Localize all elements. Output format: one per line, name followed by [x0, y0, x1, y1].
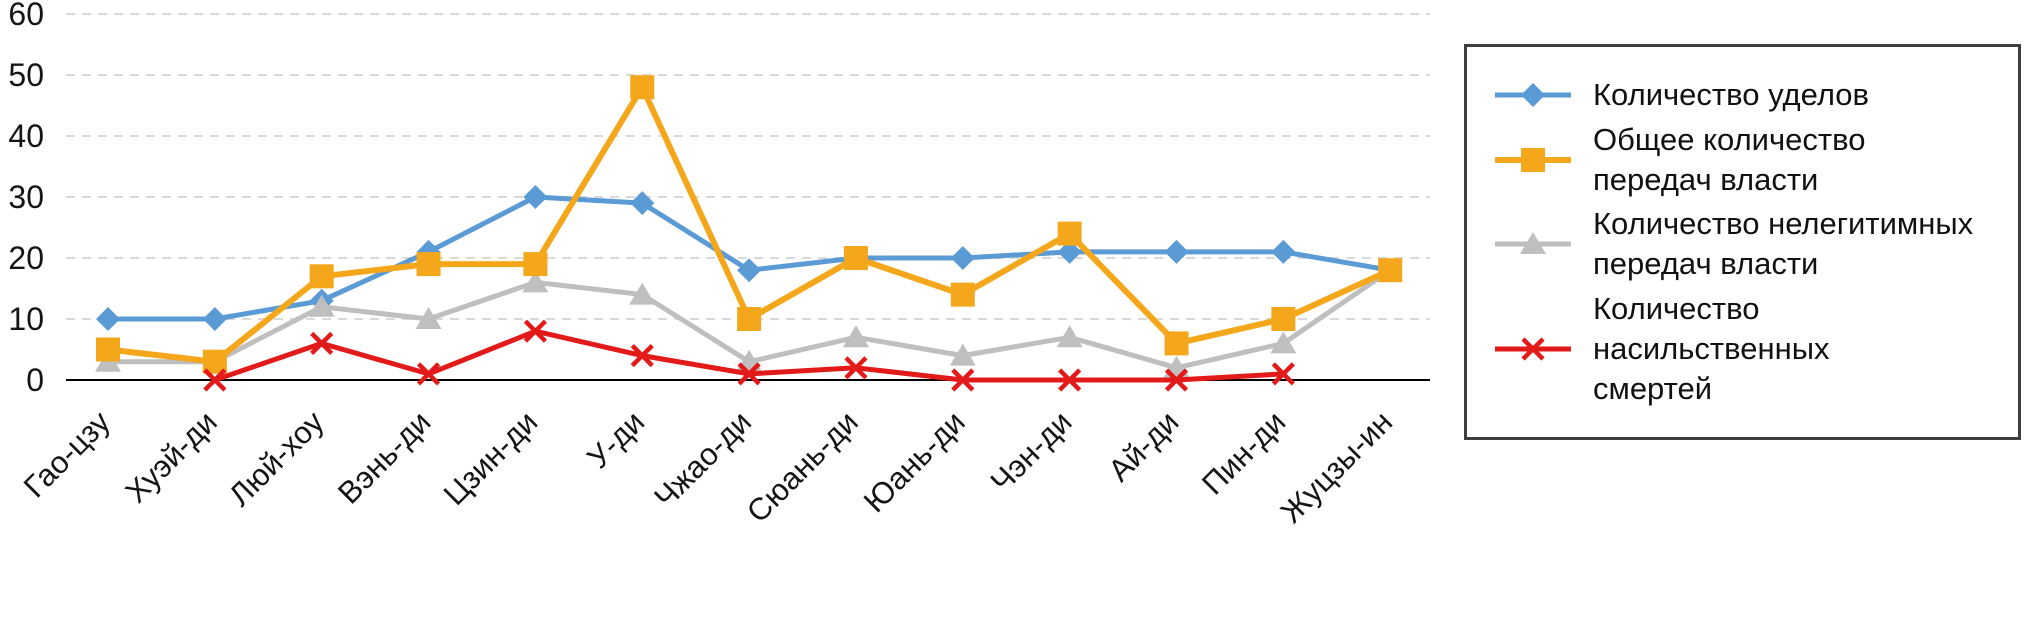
x-tick-label: Чэн-ди	[984, 404, 1079, 499]
diamond-marker-icon	[96, 307, 120, 331]
x-tick-label: Юань-ди	[857, 404, 972, 519]
legend-item: Количество уделов	[1491, 75, 1994, 115]
square-marker-icon	[1378, 258, 1403, 283]
square-marker-icon	[1271, 307, 1296, 331]
triangle-marker-icon	[415, 307, 442, 329]
diamond-marker-icon	[202, 307, 227, 331]
x-tick-label: Вэнь-ди	[331, 404, 437, 510]
square-marker-icon	[416, 252, 441, 277]
triangle-marker-icon	[1056, 325, 1083, 348]
legend-label: Количество насильственных смертей	[1593, 290, 1830, 406]
y-tick-label: 0	[26, 362, 44, 398]
diamond-legend-marker-icon	[1495, 83, 1571, 107]
diamond-marker-icon	[630, 191, 655, 216]
y-tick-label: 10	[8, 301, 44, 337]
series-line-diamond	[105, 194, 1393, 322]
x-marker-icon	[737, 362, 761, 386]
triangle-marker-icon	[949, 343, 976, 366]
x-tick-label: Жуцзы-ин	[1274, 404, 1399, 529]
x-marker-icon	[1521, 337, 1545, 361]
diamond-marker-icon	[1164, 239, 1189, 264]
square-marker-icon	[950, 282, 975, 307]
triangle-marker-icon	[1520, 232, 1546, 255]
x-tick-label: Пин-ди	[1195, 404, 1292, 501]
square-marker-icon	[96, 337, 120, 362]
x-tick-label: Чжао-ди	[647, 404, 758, 515]
diamond-marker-icon	[737, 258, 762, 283]
legend-label: Количество уделов	[1593, 77, 1870, 112]
triangle-marker-icon	[629, 282, 656, 305]
x-marker-icon	[1271, 362, 1295, 386]
triangle-marker-icon	[522, 270, 549, 293]
square-marker-icon	[1057, 221, 1082, 246]
y-tick-label: 30	[8, 179, 44, 215]
x-marker-icon	[523, 319, 547, 343]
triangle-marker-icon	[842, 325, 869, 348]
square-marker-icon	[1164, 331, 1189, 356]
x-tick-label: Хуэй-ди	[118, 404, 223, 509]
x-tick-label: Гао-цзу	[17, 404, 117, 504]
diamond-marker-icon	[950, 246, 975, 270]
legend-label: Количество нелегитимных передач власти	[1593, 206, 1974, 282]
chart-legend: Количество уделов Общее количество переда…	[1464, 44, 2021, 440]
legend-label: Общее количество передач власти	[1593, 121, 1866, 197]
diamond-marker-icon	[1271, 239, 1296, 264]
x-marker-icon	[1164, 368, 1189, 392]
x-tick-label: У-ди	[580, 404, 651, 475]
x-marker-icon	[951, 368, 975, 392]
triangle-marker-icon	[308, 294, 335, 317]
square-marker-icon	[309, 264, 334, 289]
x-tick-label: Ай-ди	[1101, 404, 1185, 488]
x-marker-icon	[844, 356, 868, 380]
x-marker-icon	[203, 368, 227, 392]
legend-item: Общее количество передач власти	[1491, 120, 1994, 200]
legend-items: Количество уделов Общее количество переда…	[1491, 75, 1994, 409]
x-marker-icon	[310, 331, 334, 355]
x-legend-marker-icon	[1495, 337, 1571, 361]
x-marker-icon	[630, 344, 654, 368]
diamond-marker-icon	[523, 185, 548, 209]
x-tick-label: Цзин-ди	[437, 404, 545, 512]
x-marker-icon	[1058, 368, 1082, 392]
legend-item: Количество насильственных смертей	[1491, 289, 1994, 409]
x-tick-label: Сюань-ди	[740, 404, 865, 529]
y-tick-label: 40	[8, 118, 44, 154]
y-tick-label: 20	[8, 240, 44, 276]
triangle-marker-icon	[1270, 331, 1297, 354]
diamond-marker-icon	[1057, 239, 1082, 264]
square-marker-icon	[523, 252, 548, 277]
triangle-legend-marker-icon	[1495, 232, 1571, 255]
square-marker-icon	[1521, 147, 1545, 172]
square-legend-marker-icon	[1495, 147, 1571, 172]
diamond-marker-icon	[1521, 83, 1545, 107]
y-tick-label: 50	[8, 57, 44, 93]
x-tick-label: Люй-хоу	[222, 404, 331, 513]
x-marker-icon	[416, 362, 441, 386]
square-marker-icon	[630, 75, 655, 100]
square-marker-icon	[737, 307, 762, 331]
square-marker-icon	[843, 246, 868, 270]
y-tick-label: 60	[8, 0, 44, 32]
legend-item: Количество нелегитимных передач власти	[1491, 204, 1994, 284]
